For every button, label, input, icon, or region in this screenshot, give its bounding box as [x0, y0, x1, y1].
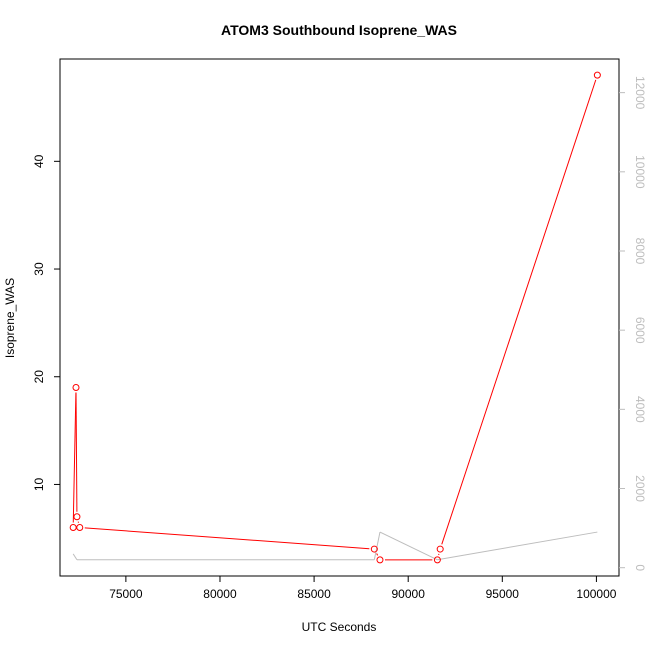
data-point — [376, 556, 384, 564]
series-right-segment — [379, 531, 438, 561]
x-tick-label: 90000 — [392, 587, 426, 601]
y2-tick-label: 12000 — [633, 76, 647, 110]
y-tick-label: 40 — [32, 154, 46, 168]
x-tick-label: 85000 — [297, 587, 331, 601]
y-axis-right: 0 2000 4000 6000 8000 10000 12000 — [619, 76, 647, 571]
x-axis-label: UTC Seconds — [302, 620, 377, 634]
x-tick-label: 75000 — [109, 587, 143, 601]
series-left-segment — [72, 392, 77, 523]
data-point — [593, 71, 601, 79]
series-right-segment — [72, 553, 78, 561]
series-left-segment — [84, 527, 370, 550]
series-left-segment — [376, 553, 379, 556]
data-point — [370, 545, 378, 553]
data-point — [69, 524, 77, 532]
data-point — [433, 556, 441, 564]
data-point — [72, 384, 80, 392]
x-tick-label: 100000 — [576, 587, 616, 601]
data-point — [436, 545, 444, 553]
x-axis: 75000 80000 85000 90000 95000 100000 — [109, 576, 617, 601]
y2-tick-label: 4000 — [633, 396, 647, 423]
data-point — [76, 524, 84, 532]
y-tick-label: 30 — [32, 262, 46, 276]
y2-tick-label: 6000 — [633, 317, 647, 344]
data-point — [73, 513, 81, 521]
y2-tick-label: 2000 — [633, 475, 647, 502]
x-tick-label: 80000 — [203, 587, 237, 601]
series-left-segment — [441, 79, 597, 545]
series-left-segment — [75, 392, 78, 512]
y2-tick-label: 0 — [633, 564, 647, 571]
y2-tick-label: 10000 — [633, 155, 647, 189]
series-layer — [69, 71, 601, 564]
y-tick-label: 10 — [32, 477, 46, 491]
plot-frame — [59, 58, 620, 577]
y-axis-label: Isoprene_WAS — [3, 278, 17, 358]
y-tick-label: 20 — [32, 370, 46, 384]
chart-title: ATOM3 Southbound Isoprene_WAS — [221, 22, 457, 38]
x-tick-label: 95000 — [486, 587, 520, 601]
y2-tick-label: 8000 — [633, 238, 647, 265]
series-right-segment — [373, 531, 381, 560]
y-axis-left: 10 20 30 40 — [32, 154, 60, 491]
series-right-segment — [437, 531, 598, 561]
